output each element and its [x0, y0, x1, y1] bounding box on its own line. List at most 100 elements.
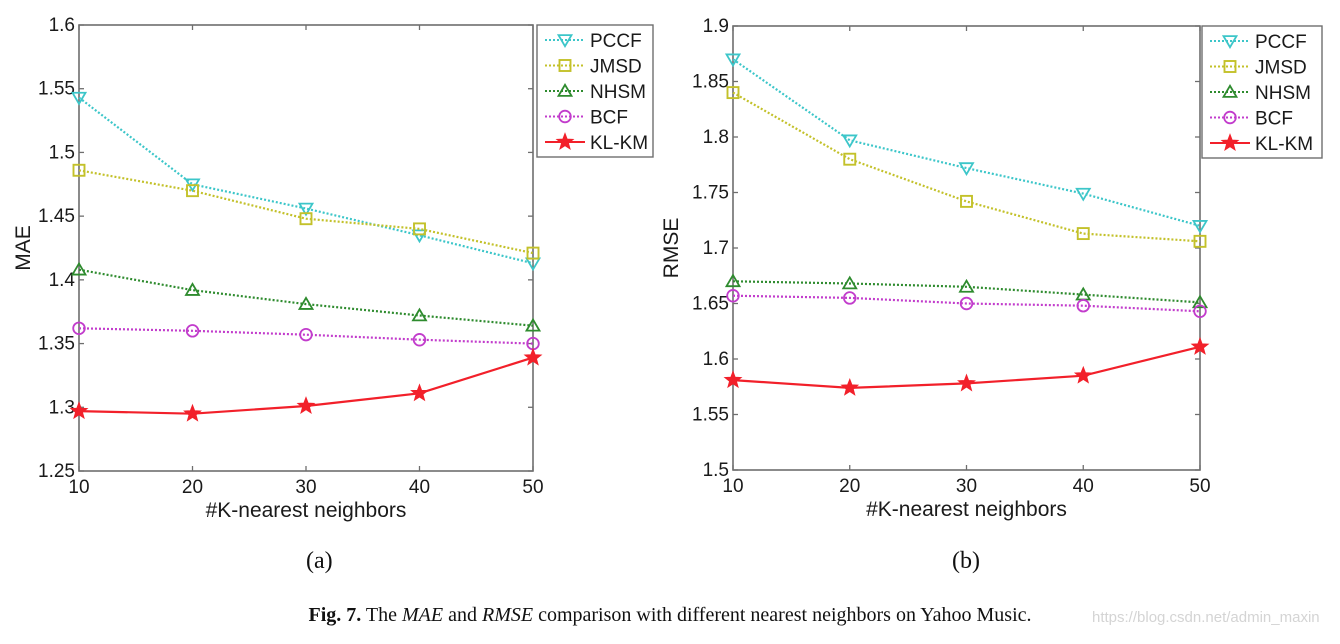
data-point-kl-km — [957, 373, 976, 392]
x-tick-label: 10 — [68, 477, 89, 498]
caption-text-1: The — [361, 604, 402, 626]
series-line-pccf — [732, 58, 1201, 227]
data-point-jmsd — [526, 246, 540, 260]
data-point-nhsm — [1191, 294, 1209, 309]
data-point-bcf — [1193, 304, 1207, 318]
x-tick-label: 40 — [409, 477, 430, 498]
legend-label-kl-km: KL-KM — [590, 133, 648, 154]
data-point-nhsm — [70, 261, 88, 276]
watermark-url: https://blog.csdn.net/admin_maxin — [1092, 609, 1320, 626]
data-point-nhsm — [411, 307, 428, 322]
data-point-nhsm — [841, 275, 858, 290]
y-tick-label: 1.55 — [692, 405, 729, 426]
data-point-jmsd — [1193, 234, 1207, 248]
series-bcf — [72, 321, 540, 351]
legend-label-pccf: PCCF — [590, 31, 642, 52]
data-point-jmsd — [843, 152, 857, 166]
data-point-kl-km — [840, 378, 860, 396]
y-tick-label: 1.4 — [49, 270, 76, 291]
data-point-bcf — [1076, 299, 1090, 313]
y-tick-label: 1.5 — [703, 460, 729, 481]
legend-marker-jmsd — [558, 59, 572, 72]
data-point-bcf — [72, 321, 86, 335]
y-tick-label: 1.85 — [692, 72, 729, 93]
y-tick-label: 1.75 — [692, 183, 729, 204]
data-point-jmsd — [726, 86, 740, 100]
y-tick-label: 1.8 — [703, 127, 729, 148]
data-point-pccf — [958, 162, 975, 177]
data-point-bcf — [726, 289, 740, 303]
data-point-kl-km — [296, 396, 316, 415]
y-tick-label: 1.65 — [692, 294, 729, 315]
subfigure-label-a: (a) — [306, 548, 333, 574]
data-point-pccf — [411, 229, 428, 244]
caption-rmse: RMSE — [481, 604, 534, 626]
legend-label-kl-km: KL-KM — [1255, 134, 1313, 155]
data-point-nhsm — [297, 296, 315, 310]
series-kl-km — [723, 336, 1210, 396]
series-line-nhsm — [78, 268, 534, 327]
data-point-nhsm — [724, 273, 742, 288]
data-point-kl-km — [69, 401, 89, 420]
data-point-kl-km — [723, 370, 743, 389]
data-point-bcf — [959, 296, 974, 311]
legend: PCCF JMSD NHSM BCF KL-KM — [1201, 25, 1323, 159]
legend-marker-nhsm — [556, 83, 574, 97]
series-line-jmsd — [732, 91, 1201, 243]
x-tick-label: 10 — [722, 476, 743, 497]
figure-caption: Fig. 7. The MAE and RMSE comparison with… — [0, 604, 1340, 627]
legend-marker-nhsm — [1221, 84, 1239, 98]
data-point-jmsd — [1076, 227, 1090, 241]
y-tick-label: 1.25 — [38, 461, 75, 482]
legend-marker-pccf — [1221, 35, 1239, 49]
series-pccf — [724, 53, 1209, 234]
data-point-pccf — [841, 134, 858, 149]
data-point-pccf — [1191, 220, 1209, 234]
data-point-jmsd — [413, 222, 426, 236]
series-kl-km — [69, 347, 543, 422]
series-line-bcf — [732, 294, 1201, 313]
plot-area-frame — [732, 25, 1201, 471]
data-point-nhsm — [524, 317, 542, 332]
data-point-jmsd — [299, 212, 313, 226]
series-nhsm — [70, 261, 542, 332]
y-tick-label: 1.3 — [49, 397, 75, 418]
legend-marker-jmsd — [1223, 60, 1237, 73]
legend-marker-pccf — [556, 34, 574, 48]
x-axis-title: #K-nearest neighbors — [206, 499, 407, 522]
data-point-nhsm — [958, 278, 975, 293]
x-tick-label: 50 — [1189, 476, 1210, 497]
y-tick-label: 1.7 — [703, 238, 729, 259]
data-point-kl-km — [183, 403, 202, 422]
legend-label-bcf: BCF — [590, 108, 628, 129]
data-point-bcf — [185, 324, 200, 338]
data-point-jmsd — [72, 163, 86, 177]
chart-panel-b: 1.5 1.55 1.6 1.65 1.7 1.75 1.8 1.85 1.9 10 20 30 40 5… — [660, 16, 1323, 521]
series-line-nhsm — [732, 280, 1201, 304]
legend-label-nhsm: NHSM — [1255, 83, 1311, 104]
data-point-kl-km — [410, 383, 429, 402]
series-line-jmsd — [78, 169, 534, 255]
data-point-kl-km — [523, 347, 543, 366]
subfigure-label-b: (b) — [952, 548, 980, 574]
legend-marker-bcf — [558, 109, 572, 124]
y-tick-label: 1.9 — [703, 16, 729, 37]
legend-box — [536, 24, 654, 158]
y-tick-label: 1.6 — [703, 349, 729, 370]
caption-mae: MAE — [402, 604, 444, 626]
x-tick-label: 20 — [182, 477, 203, 498]
legend-marker-bcf — [1223, 110, 1237, 125]
data-point-kl-km — [1073, 365, 1093, 384]
legend: PCCF JMSD NHSM BCF KL-KM — [536, 24, 654, 158]
data-point-bcf — [412, 333, 427, 347]
caption-text-2: and — [443, 604, 482, 626]
data-point-jmsd — [960, 194, 973, 208]
data-point-kl-km — [1190, 336, 1210, 355]
legend-marker-kl-km — [555, 132, 575, 151]
x-tick-label: 30 — [295, 477, 316, 498]
x-tick-label: 20 — [839, 476, 860, 497]
series-bcf — [726, 289, 1207, 318]
x-axis-title: #K-nearest neighbors — [866, 498, 1067, 521]
legend-label-jmsd: JMSD — [1255, 58, 1307, 79]
